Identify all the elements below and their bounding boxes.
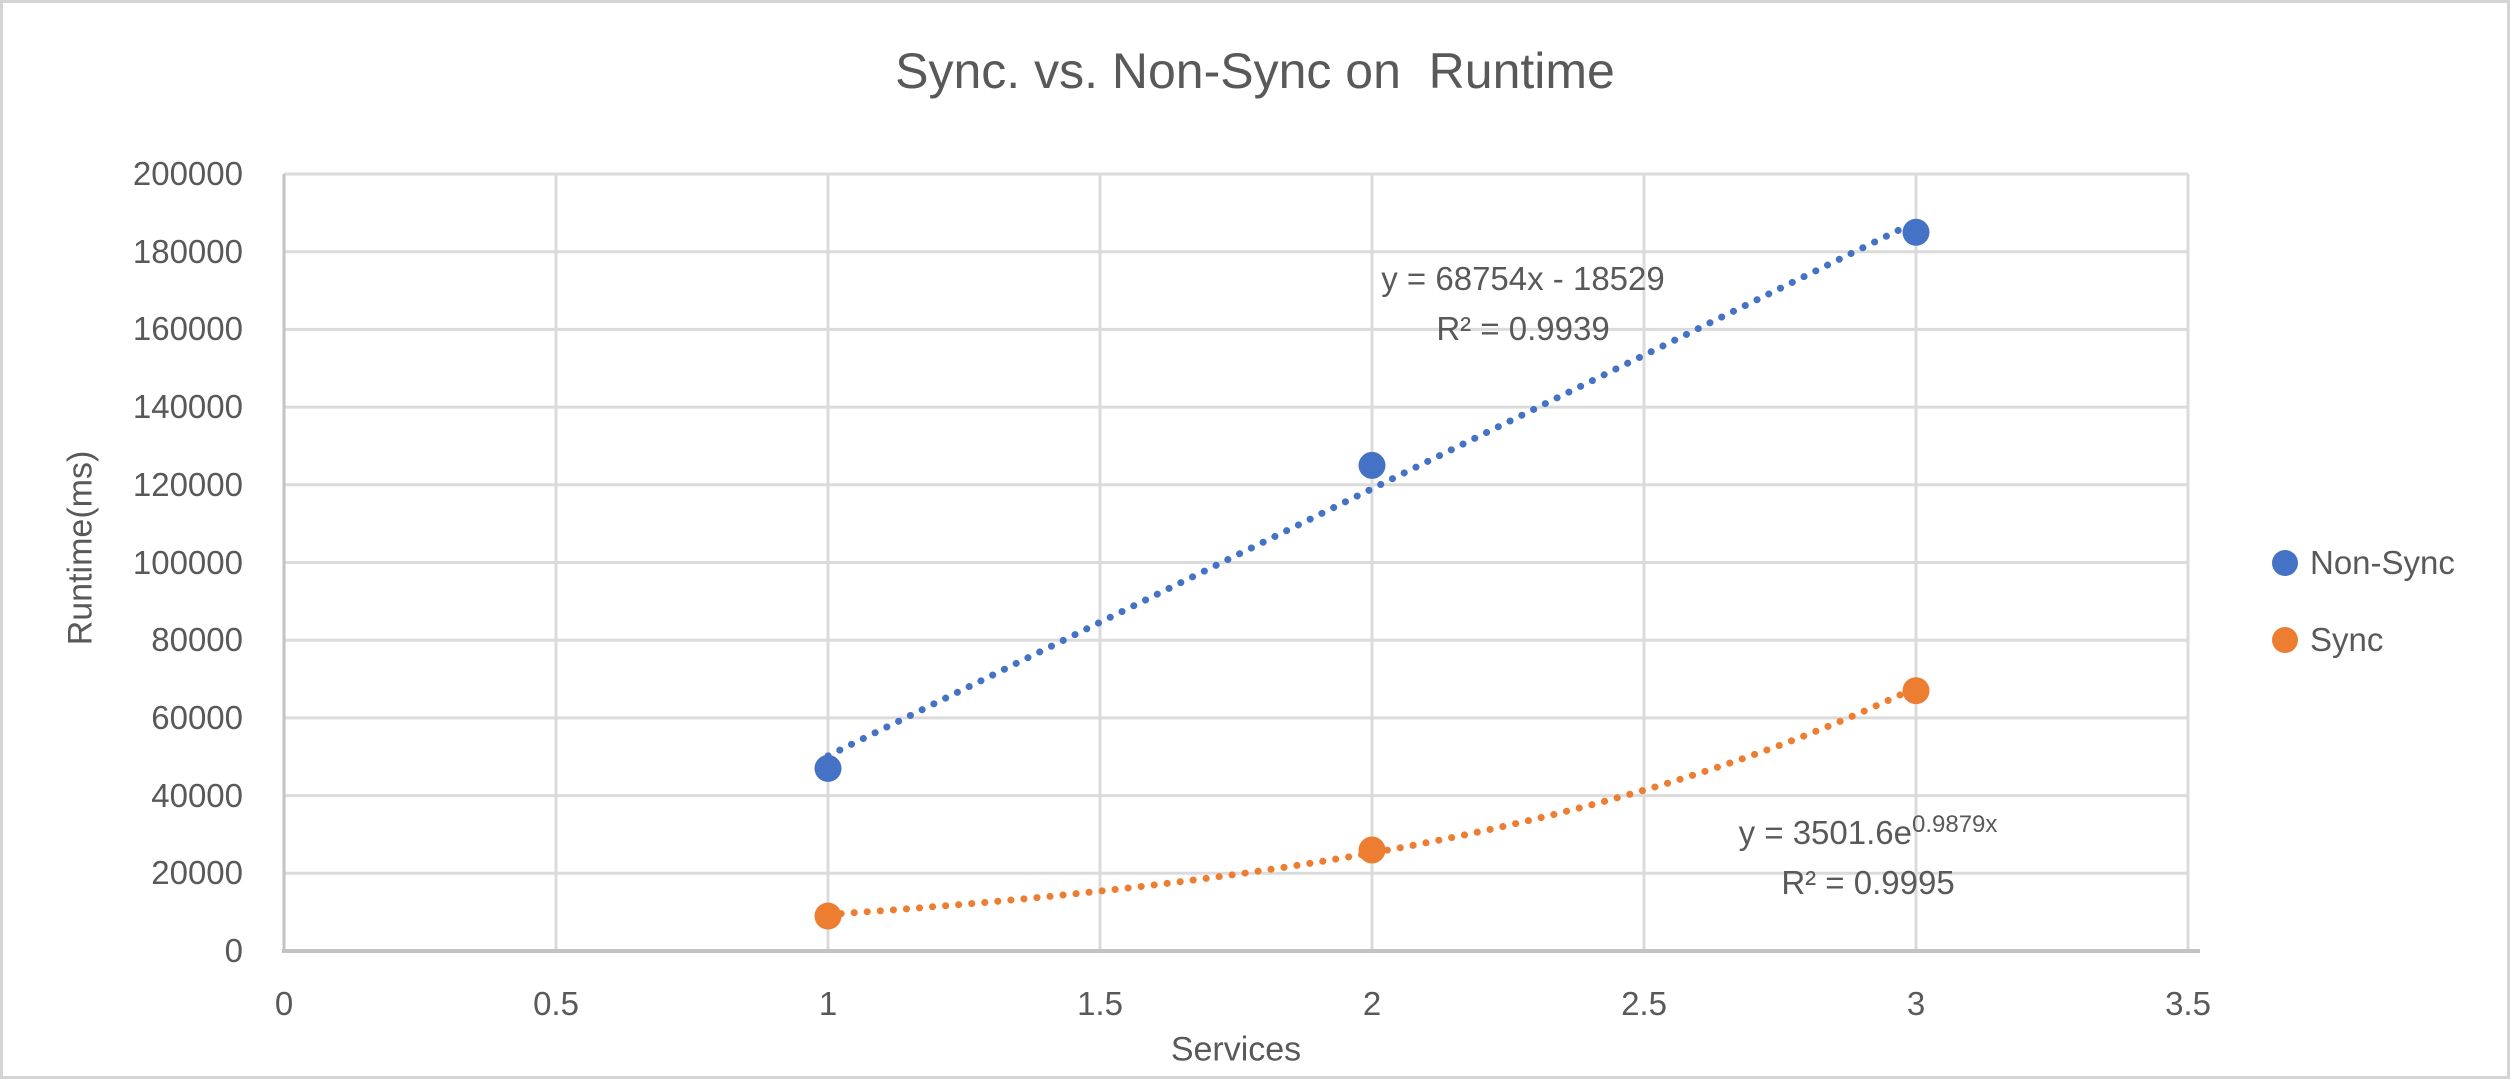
y-tick-label: 100000 <box>132 543 243 581</box>
y-tick-label: 80000 <box>151 621 243 659</box>
legend-marker-nonsync-icon <box>2272 550 2298 576</box>
y-tick-label: 20000 <box>151 854 243 892</box>
trendline-equation-sync-r2: R² = 0.9995 <box>1781 864 1955 901</box>
legend-label-nonsync: Non-Sync <box>2310 544 2455 581</box>
legend-item-nonsync: Non-Sync <box>2272 544 2455 582</box>
trendline-equation-sync-formula: y = 3501.6e0.9879x <box>1739 800 1998 858</box>
x-tick-label: 1 <box>818 985 838 1022</box>
x-tick-label: 3 <box>1906 985 1926 1022</box>
data-point-non-sync <box>814 754 842 782</box>
trendline-equation-nonsync-formula: y = 68754x - 18529 <box>1381 260 1665 297</box>
y-tick-label: 140000 <box>132 388 243 426</box>
legend-label-sync: Sync <box>2310 621 2384 658</box>
data-point-non-sync <box>1902 218 1930 246</box>
x-tick-label: 1.5 <box>1077 985 1123 1022</box>
y-tick-label: 160000 <box>132 310 243 348</box>
trendline-equation-nonsync: y = 68754x - 18529 R² = 0.9939 <box>1381 254 1664 354</box>
data-point-sync <box>1902 677 1930 705</box>
legend-item-sync: Sync <box>2272 621 2383 659</box>
legend-marker-sync-icon <box>2272 627 2298 653</box>
x-axis-title: Services <box>1170 1030 1302 1069</box>
trendline-equation-sync-formula-base: y = 3501.6e <box>1738 814 1912 851</box>
trendline-equation-sync-formula-exponent: 0.9879x <box>1912 811 1998 838</box>
data-point-sync <box>1358 836 1386 864</box>
chart-title: Sync. vs. Non-Sync on Runtime <box>895 43 1615 99</box>
data-point-sync <box>814 902 842 930</box>
trendline-equation-sync: y = 3501.6e0.9879x R² = 0.9995 <box>1739 800 1998 908</box>
y-tick-label: 60000 <box>151 698 243 736</box>
y-tick-label: 40000 <box>151 776 243 814</box>
y-tick-label: 120000 <box>132 465 243 503</box>
trendline-non-sync <box>824 218 1920 760</box>
data-point-non-sync <box>1358 451 1386 479</box>
y-tick-label: 180000 <box>132 232 243 270</box>
trendline-equation-nonsync-r2: R² = 0.9939 <box>1436 310 1610 347</box>
x-tick-label: 0 <box>274 985 294 1022</box>
y-tick-label: 0 <box>224 932 243 969</box>
x-tick-label: 2.5 <box>1621 985 1667 1022</box>
y-tick-label: 200000 <box>132 155 243 192</box>
x-tick-label: 2 <box>1362 985 1382 1022</box>
plot-area <box>282 172 2200 953</box>
x-tick-label: 0.5 <box>533 985 579 1022</box>
x-tick-label: 3.5 <box>2165 985 2211 1022</box>
